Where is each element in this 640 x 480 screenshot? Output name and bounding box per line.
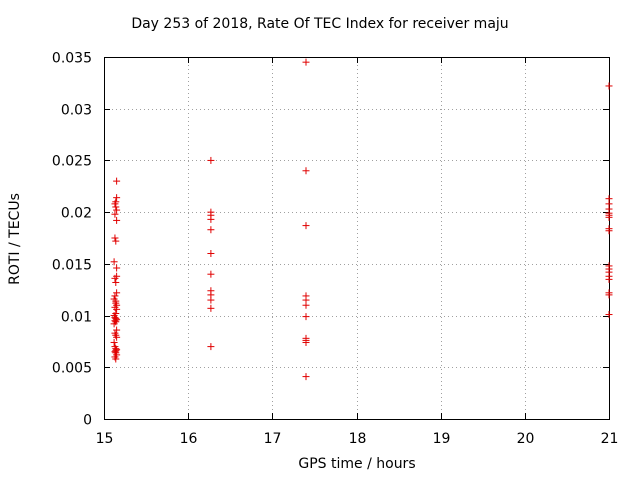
data-point — [112, 355, 120, 363]
data-point — [111, 292, 119, 300]
data-point — [207, 215, 215, 223]
x-tick-label: 20 — [517, 431, 535, 447]
data-point — [113, 194, 121, 202]
x-tick-label: 19 — [433, 431, 451, 447]
data-point — [302, 301, 310, 309]
data-point — [207, 250, 215, 258]
data-point — [110, 338, 118, 346]
data-point — [207, 270, 215, 278]
data-point — [207, 156, 215, 164]
x-tick-label: 18 — [349, 431, 367, 447]
x-tick-label: 17 — [264, 431, 282, 447]
data-point — [113, 216, 121, 224]
axis-ticks: 15 16 17 18 19 20 21 0 0.005 0.01 0.015 0.02 0.025 0.… — [52, 51, 619, 448]
y-tick-label: 0.03 — [61, 103, 92, 119]
data-point — [302, 338, 310, 346]
data-points — [110, 58, 613, 381]
data-point — [302, 222, 310, 230]
y-tick-label: 0 — [83, 413, 92, 429]
data-point — [111, 234, 119, 242]
x-tick-label: 21 — [601, 431, 619, 447]
y-tick-label: 0.035 — [52, 51, 92, 67]
data-point — [302, 373, 310, 381]
x-tick-label: 16 — [180, 431, 198, 447]
y-tick-label: 0.015 — [52, 258, 92, 274]
data-point — [112, 237, 120, 245]
data-point — [112, 203, 120, 211]
data-point — [207, 343, 215, 351]
y-tick-label: 0.005 — [52, 361, 92, 377]
data-point — [113, 264, 121, 272]
data-point — [207, 304, 215, 312]
data-point — [207, 296, 215, 304]
data-point — [111, 210, 119, 218]
data-point — [113, 333, 121, 341]
data-point — [302, 167, 310, 175]
data-point — [605, 275, 613, 283]
data-point — [113, 305, 121, 313]
data-point — [605, 291, 613, 299]
data-point — [113, 177, 121, 185]
data-point — [111, 200, 119, 208]
chart-title: Day 253 of 2018, Rate Of TEC Index for r… — [131, 16, 509, 32]
data-point — [111, 317, 119, 325]
data-point — [110, 320, 118, 328]
data-point — [605, 311, 613, 319]
data-point — [605, 213, 613, 221]
x-axis-label: GPS time / hours — [298, 456, 416, 472]
y-tick-label: 0.01 — [61, 310, 92, 326]
y-tick-label: 0.025 — [52, 154, 92, 170]
data-point — [302, 313, 310, 321]
data-point — [113, 326, 121, 334]
data-point — [605, 227, 613, 235]
data-point — [113, 206, 121, 214]
data-point — [111, 274, 119, 282]
data-point — [605, 82, 613, 90]
y-tick-label: 0.02 — [61, 206, 92, 222]
x-tick-label: 15 — [96, 431, 114, 447]
data-point — [110, 258, 118, 266]
data-point — [113, 289, 121, 297]
data-point — [112, 278, 120, 286]
grid-lines — [104, 57, 609, 419]
data-point — [302, 58, 310, 66]
data-point — [207, 226, 215, 234]
